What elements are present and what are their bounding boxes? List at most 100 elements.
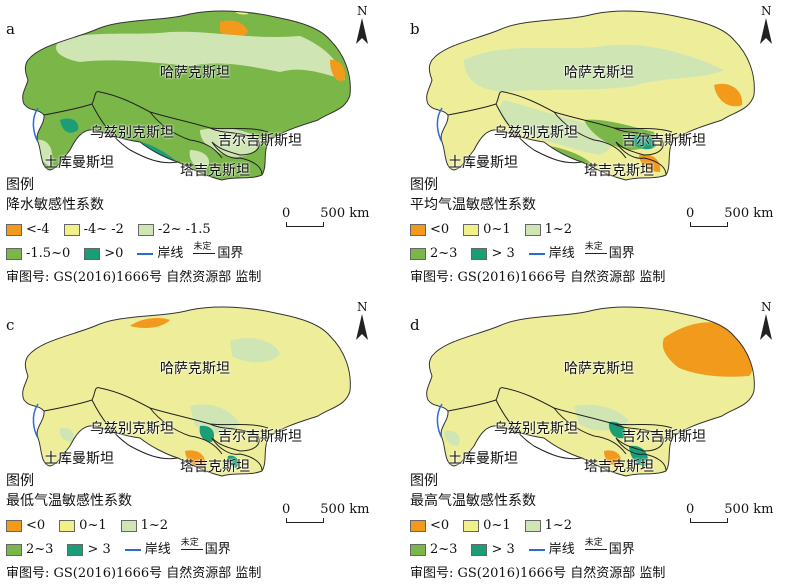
map-approval-number: 审图号: GS(2016)1666号 自然资源部 监制 [6,566,262,581]
border-legend: 未定 国界 [584,538,635,557]
legend-item-label: <-4 [26,222,50,237]
scale-bar: 0 500 km [282,502,369,523]
legend-item: -1.5~0 [6,246,70,261]
legend-item-label: > 3 [87,542,111,557]
map-a [22,10,351,181]
legend-item-label: 0~1 [483,222,511,237]
sensitivity-patch [499,100,614,155]
legend-swatch [120,519,137,532]
undetermined-label: 未定 [180,538,199,548]
sensitivity-patch [230,338,280,363]
legend-swatch [524,519,541,532]
map-panel-d: d N 哈萨克斯坦 乌兹别克斯坦 吉尔吉斯斯坦 土库曼斯坦 塔吉克斯坦 图例 最高气温敏感性系数… [404,296,800,586]
country-label-kazakhstan: 哈萨克斯坦 [160,65,230,81]
legend-swatch [524,223,541,236]
country-label-tajikistan: 塔吉克斯坦 [180,459,250,475]
panel-label: c [6,316,15,334]
country-label-turkmenistan: 土库曼斯坦 [44,451,114,467]
sensitivity-patch [56,31,345,81]
national-border [211,141,263,176]
national-border [613,423,664,452]
scale-length: 500 km [724,206,774,221]
legend-item-label: > 3 [491,542,515,557]
north-arrow-icon: N [756,4,776,48]
country-label-kazakhstan: 哈萨克斯坦 [160,361,230,377]
national-border [447,91,673,133]
sensitivity-patch [714,83,743,107]
national-border [209,423,260,452]
scale-bar: 0 500 km [686,502,774,523]
north-label: N [357,300,368,314]
legend-swatch [410,223,426,236]
sensitivity-patch [60,118,79,133]
coastline-legend: 岸线 [124,538,171,557]
country-label-kazakhstan: 哈萨克斯坦 [564,361,634,377]
legend-title: 平均气温敏感性系数 [410,197,536,213]
sensitivity-patch [464,44,724,92]
coastline [436,403,443,439]
legend-item-label: -1.5~0 [26,246,71,261]
legend-item: <0 [6,518,45,533]
legend-item: 2~3 [410,246,457,261]
country-label-turkmenistan: 土库曼斯坦 [44,155,114,171]
sensitivity-patch [59,427,75,442]
national-border [447,387,673,429]
sensitivity-patch [662,322,753,377]
sensitivity-patch [220,20,248,38]
map-c [22,306,351,477]
border-label: 国界 [204,542,231,557]
legend-title: 最低气温敏感性系数 [6,493,132,509]
north-label: N [761,300,772,314]
north-arrow-icon: N [756,300,776,344]
legend-item: 1~2 [524,518,573,533]
legend-heading: 图例 [410,177,438,193]
coastline-legend: 岸线 [137,242,183,261]
country-label-uzbekistan: 乌兹别克斯坦 [494,125,578,141]
legend-item: <0 [410,518,449,533]
national-border [209,127,260,156]
legend-swatch [463,223,480,236]
legend-item-label: -4~ -2 [83,222,124,237]
region-outline [426,306,755,477]
legend-item: > 3 [471,542,515,557]
legend-item-label: 2~3 [26,542,54,557]
panel-label: d [410,316,420,334]
scale-length: 500 km [724,502,774,517]
sensitivity-patch [36,139,53,166]
legend-swatch [410,543,426,556]
legend-item: -4~ -2 [63,222,124,237]
sensitivity-patch [444,430,460,446]
legend-item: 0~1 [59,518,107,533]
legend-item-label: > 3 [491,246,515,261]
country-label-turkmenistan: 土库曼斯坦 [448,451,518,467]
legend-row: <0 0~1 1~2 [410,518,586,533]
border-legend: 未定 国界 [193,242,243,261]
legend-item-label: <0 [430,518,450,533]
map-panel-b: b N 哈萨克斯坦 乌兹别克斯坦 吉尔吉斯斯坦 土库曼斯坦 塔吉克斯坦 图例 平均气温敏感性系数… [404,0,800,290]
national-border [613,127,664,156]
legend-item-label: 1~2 [544,518,573,533]
sensitivity-patch [130,318,170,328]
legend-swatch [59,519,76,532]
national-border [91,103,223,164]
national-border [43,91,269,133]
legend-title: 最高气温敏感性系数 [410,493,536,509]
country-label-kazakhstan: 哈萨克斯坦 [564,65,634,81]
national-border [91,399,223,460]
border-label: 国界 [608,542,635,557]
sensitivity-patch [604,450,622,466]
national-border [43,387,269,429]
legend-item: > 3 [471,246,515,261]
legend-item-label: 1~2 [544,222,573,237]
legend-item: 2~3 [6,542,53,557]
scale-bar: 0 500 km [686,206,774,227]
map-approval-number: 审图号: GS(2016)1666号 自然资源部 监制 [410,566,666,581]
legend-row: <0 0~1 1~2 [410,222,586,237]
region-outline [22,306,351,477]
scale-zero: 0 [686,502,695,517]
coastline-label: 岸线 [144,542,171,557]
coastline [32,403,39,439]
legend-swatch [471,247,488,260]
undetermined-label: 未定 [584,242,603,252]
country-label-uzbekistan: 乌兹别克斯坦 [494,421,578,437]
